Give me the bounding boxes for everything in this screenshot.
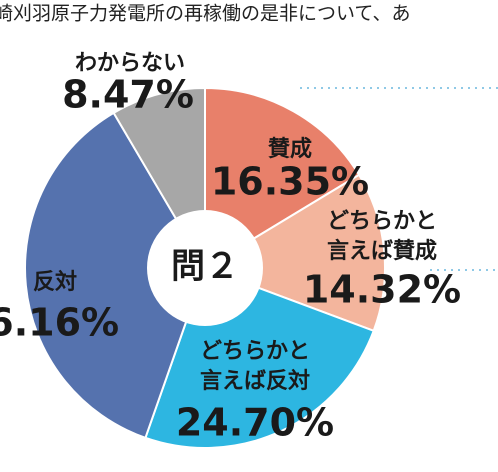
value-label: 36.16% (0, 301, 119, 345)
value-label: 24.70% (176, 401, 334, 445)
category-label: 賛成 (268, 137, 312, 162)
category-label: 言えば賛成 (327, 238, 437, 264)
category-label: 言えば反対 (200, 368, 310, 394)
value-label: 14.32% (303, 268, 461, 312)
chart-title: 崎刈羽原子力発電所の再稼働の是非について、あ (0, 3, 410, 25)
value-label: 16.35% (211, 160, 369, 204)
center-label: 問２ (171, 247, 239, 287)
slice (202, 173, 386, 333)
slice (204, 86, 361, 270)
category-label: 反対 (33, 270, 77, 295)
category-label: どちらかと (327, 209, 437, 234)
slice (24, 111, 207, 440)
category-label: わからない (75, 51, 185, 76)
category-label: どちらかと (200, 339, 310, 364)
donut-hole (147, 210, 263, 326)
value-label: 8.47% (62, 73, 194, 117)
labels: 賛成16.35%どちらかと言えば賛成14.32%どちらかと言えば反対24.70%… (0, 51, 461, 445)
